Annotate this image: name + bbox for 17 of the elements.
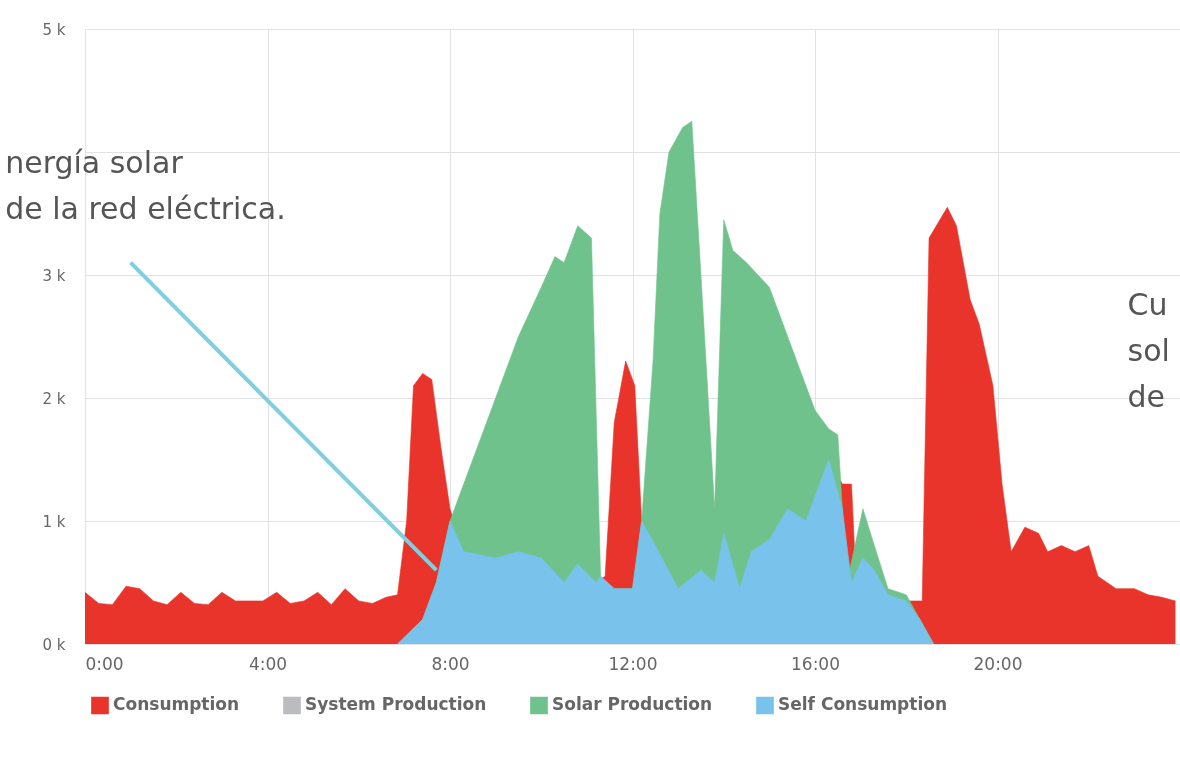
annotation: nergía solar de la red eléctrica. (5, 145, 286, 227)
x-tick-label: 16:00 (791, 653, 840, 674)
x-tick-label: 8:00 (431, 653, 470, 674)
legend-label: Solar Production (552, 694, 713, 715)
annotation: Cu sol de (1127, 286, 1170, 414)
x-tick-label: 0:00 (85, 653, 124, 674)
y-tick-label: 3 k (42, 266, 66, 285)
legend-label: Consumption (113, 694, 240, 715)
legend-label: System Production (305, 694, 487, 715)
y-tick-label: 2 k (42, 389, 66, 408)
x-tick-label: 20:00 (973, 653, 1023, 674)
y-tick-label: 5 k (42, 20, 66, 39)
x-tick-label: 4:00 (248, 653, 288, 674)
legend-label: Self Consumption (778, 694, 948, 715)
y-tick-label: 0 k (42, 635, 66, 654)
y-tick-label: 1 k (42, 512, 66, 531)
x-tick-label: 12:00 (608, 653, 658, 674)
